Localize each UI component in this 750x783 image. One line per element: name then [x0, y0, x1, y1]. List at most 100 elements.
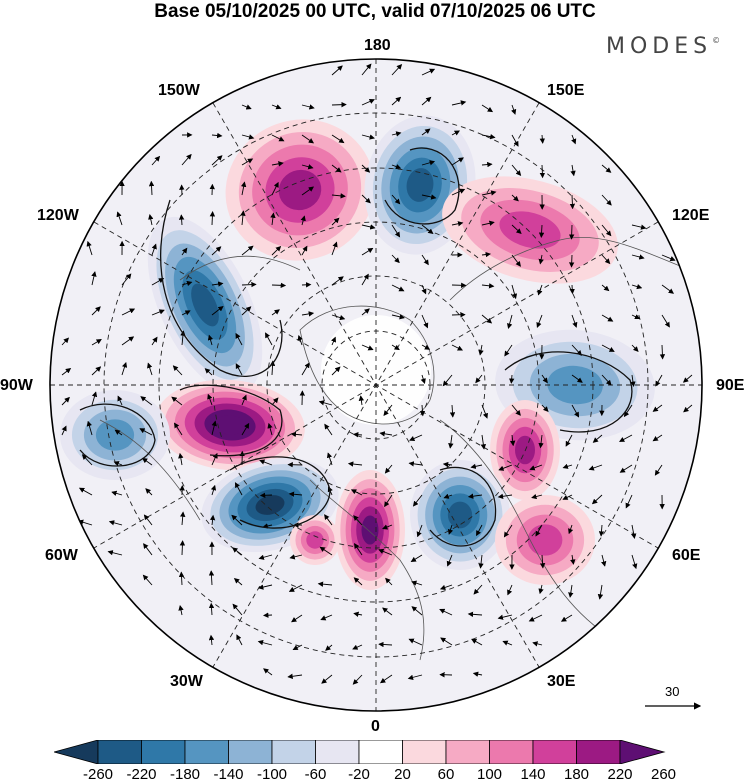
wind-vector — [473, 584, 483, 595]
wind-vector — [207, 393, 213, 406]
wind-vector — [421, 128, 431, 136]
wind-vector — [211, 155, 223, 166]
wind-vector — [588, 464, 603, 471]
wind-vector — [289, 554, 303, 560]
wind-vector — [570, 164, 576, 177]
wind-vector — [478, 344, 484, 356]
wind-vector — [325, 644, 333, 651]
wind-vector — [211, 420, 217, 436]
wind-vector — [481, 283, 495, 289]
wind-vector — [538, 224, 545, 238]
wind-vector — [361, 98, 375, 106]
colorbar-tick-label: -100 — [256, 766, 288, 783]
wind-vector — [148, 180, 155, 196]
wind-vector — [538, 434, 544, 449]
label-150w: 150W — [158, 82, 200, 99]
wind-vector — [569, 194, 576, 210]
wind-vector — [288, 491, 303, 497]
wind-vector — [271, 161, 284, 167]
wind-vector — [353, 611, 363, 617]
wind-vector — [391, 284, 405, 292]
wind-vector — [86, 420, 93, 436]
wind-vector — [467, 493, 483, 499]
wind-vector — [211, 132, 223, 139]
wind-vector — [659, 344, 666, 360]
coastlines — [99, 236, 691, 661]
wind-vector — [471, 638, 483, 646]
wind-vector — [111, 490, 123, 496]
wind-vector — [319, 546, 333, 556]
anomaly-contour — [406, 168, 434, 202]
wind-vector — [241, 158, 254, 166]
colorbar-swatch — [228, 740, 273, 764]
graticule — [50, 59, 702, 711]
wind-vector — [568, 584, 574, 598]
wind-vector — [271, 245, 282, 256]
wind-vector — [631, 524, 637, 539]
wind-vector — [81, 454, 93, 466]
wind-vector — [121, 336, 135, 346]
wind-vector — [538, 254, 544, 265]
wind-vector — [654, 464, 663, 476]
wind-vector — [539, 134, 545, 144]
wind-vector — [148, 214, 154, 226]
wind-vector — [419, 404, 426, 417]
wind-vector — [151, 309, 165, 316]
wind-vector — [562, 463, 573, 469]
wind-vector — [529, 464, 543, 471]
wind-vector — [439, 608, 453, 616]
reference-vector-value: 30 — [665, 684, 680, 699]
height-contours — [79, 147, 633, 547]
wind-vector — [352, 431, 363, 438]
colorbar-swatch — [97, 740, 142, 764]
wind-vector — [78, 487, 93, 496]
wind-vector — [211, 281, 224, 287]
wind-vector — [350, 489, 363, 496]
wind-vector — [652, 434, 663, 442]
colorbar-swatch — [619, 740, 666, 764]
wind-vector — [480, 434, 487, 450]
wind-vector — [358, 395, 365, 406]
wind-vector — [61, 337, 70, 346]
wind-vector — [442, 374, 453, 387]
wind-vector — [178, 571, 185, 586]
wind-vector — [353, 577, 363, 586]
wind-vector — [421, 68, 436, 76]
wind-vector — [331, 164, 342, 173]
wind-vector — [331, 276, 344, 286]
wind-vector — [421, 194, 437, 200]
wind-vector — [509, 374, 515, 384]
wind-vector — [511, 134, 519, 147]
wind-vector — [451, 188, 466, 196]
wind-vector — [331, 241, 338, 256]
wind-vector — [291, 614, 303, 623]
wind-vector — [472, 671, 483, 677]
wind-vector — [208, 570, 215, 586]
wind-vector — [301, 104, 315, 110]
wind-vector — [378, 641, 393, 648]
wind-vector — [446, 554, 453, 567]
wind-vector — [571, 404, 580, 418]
wind-vector — [601, 344, 615, 352]
map-title: Base 05/10/2025 00 UTC, valid 07/10/2025… — [154, 1, 596, 22]
wind-vector — [601, 194, 612, 206]
wind-vector — [451, 344, 464, 351]
wind-vector — [258, 584, 273, 590]
colorbar-tick-label: -60 — [304, 766, 327, 783]
wind-vector — [241, 394, 247, 406]
wind-vector — [502, 640, 513, 646]
wind-vector — [361, 194, 371, 204]
colorbar-swatch — [315, 740, 360, 764]
wind-vector — [353, 515, 363, 526]
colorbar-swatch — [489, 740, 534, 764]
wind-vector — [143, 514, 153, 526]
wind-vector — [598, 524, 605, 537]
anomaly-contour — [214, 415, 246, 435]
wind-vector — [631, 254, 645, 260]
wind-vector — [623, 404, 633, 418]
anomaly-contour — [447, 501, 473, 529]
wind-vector — [361, 308, 370, 316]
wind-vector — [331, 336, 336, 346]
wind-vector — [297, 334, 303, 346]
colorbar-tick-label: 220 — [607, 766, 633, 783]
